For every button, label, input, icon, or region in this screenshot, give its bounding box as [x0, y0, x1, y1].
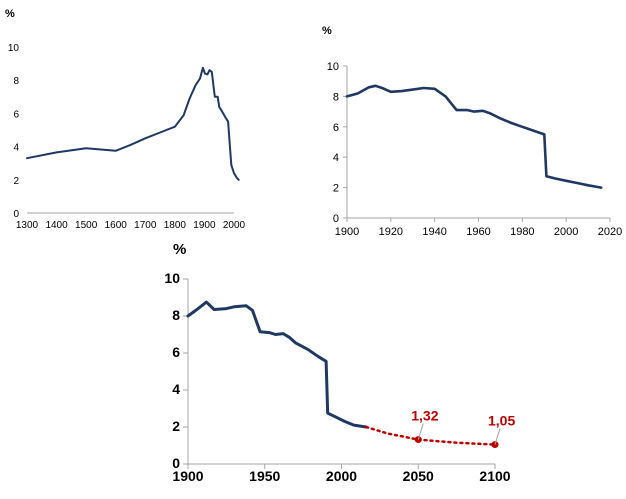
x-tick-label: 1500	[75, 220, 98, 231]
chart-1900-2020: 1900 1920 1940 1960 1980 2000 2020 0 2 4 6 8 10%	[322, 25, 622, 238]
y-tick-label: 2	[13, 176, 19, 187]
x-tick-label: 2000	[223, 220, 246, 231]
x-tick-label: 2000	[326, 468, 357, 484]
y-tick-label: 2	[172, 418, 180, 434]
y-tick-label: 4	[13, 143, 19, 154]
y-tick-label: 8	[333, 91, 339, 103]
series-line	[26, 66, 240, 181]
y-tick-label: 10	[8, 43, 20, 54]
x-tick-label: 1950	[249, 468, 280, 484]
x-tick-label: 2020	[598, 226, 622, 238]
x-tick-label: 1800	[164, 220, 187, 231]
y-tick-label: 0	[172, 455, 180, 471]
y-axis-unit-label: %	[5, 8, 15, 20]
x-tick-label: 2100	[479, 468, 510, 484]
y-tick-label: 6	[13, 109, 19, 120]
x-tick-label: 2050	[403, 468, 434, 484]
data-label: 1,05	[488, 413, 515, 429]
y-axis-unit-label: %	[322, 25, 332, 37]
y-tick-label: 0	[13, 209, 19, 220]
x-tick-label: 1960	[466, 226, 490, 238]
y-tick-label: 4	[172, 381, 180, 397]
y-tick-label: 0	[333, 213, 339, 225]
y-tick-label: 4	[333, 152, 339, 164]
annotation-leader	[494, 428, 501, 445]
y-tick-label: 6	[333, 122, 339, 134]
y-axis-unit-label: %	[173, 241, 186, 258]
x-tick-label: 1600	[105, 220, 128, 231]
y-tick-label: 10	[164, 270, 180, 286]
projection-series-line	[364, 425, 497, 446]
x-tick-label: 1300	[16, 220, 39, 231]
x-tick-label: 1900	[335, 226, 359, 238]
annotation-leader	[417, 423, 424, 440]
y-tick-label: 10	[327, 61, 339, 73]
chart-1900-2100-projection: 1900 1950 2000 2050 2100 0 2 4 6 8 10% 1,32 1,05	[164, 241, 515, 484]
x-tick-label: 1920	[379, 226, 403, 238]
x-tick-label: 1940	[422, 226, 446, 238]
x-tick-label: 1980	[510, 226, 534, 238]
y-tick-label: 2	[333, 183, 339, 195]
y-tick-label: 8	[13, 76, 19, 87]
chart-long-run: 1300 1400 1500 1600 1700 1800 1900 2000 0 2 4 6 8 10%	[5, 8, 246, 231]
series-line	[186, 300, 368, 429]
data-label: 1,32	[411, 408, 438, 424]
x-tick-label: 2000	[554, 226, 578, 238]
x-tick-label: 1900	[172, 468, 203, 484]
y-tick-label: 6	[172, 344, 180, 360]
x-tick-label: 1400	[45, 220, 68, 231]
x-tick-label: 1700	[134, 220, 157, 231]
series-line	[345, 84, 603, 189]
y-tick-label: 8	[172, 307, 180, 323]
x-tick-label: 1900	[193, 220, 216, 231]
